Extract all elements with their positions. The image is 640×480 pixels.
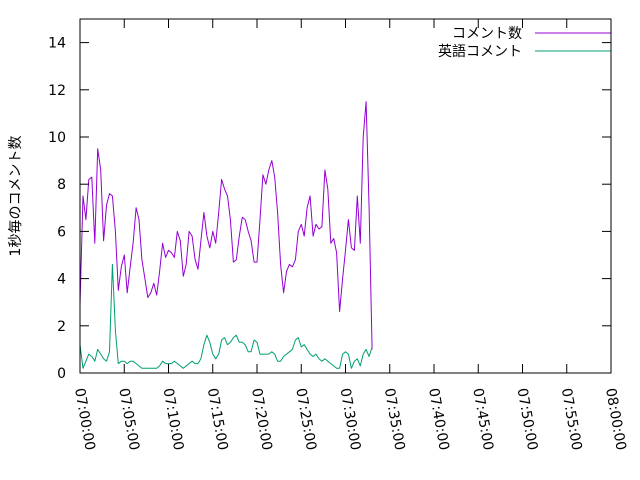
x-tick-label: 08:00:00 (602, 387, 629, 452)
y-tick-label: 8 (57, 177, 66, 193)
x-tick-label: 07:00:00 (71, 387, 98, 452)
x-tick-label: 07:35:00 (381, 387, 408, 452)
y-tick-label: 12 (48, 83, 66, 99)
x-tick-label: 07:10:00 (160, 387, 187, 452)
series-line-2 (79, 263, 373, 369)
axes (79, 18, 612, 374)
x-tick-label: 07:25:00 (292, 387, 319, 452)
x-tick-label: 07:05:00 (115, 387, 142, 452)
x-tick-label: 07:45:00 (469, 387, 496, 452)
y-tick-label: 2 (57, 319, 66, 335)
x-tick-label: 07:50:00 (514, 387, 541, 452)
y-tick-label: 10 (48, 130, 66, 146)
y-axis-label: 1秒毎のコメント数 (8, 136, 24, 257)
x-tick-label: 07:40:00 (425, 387, 452, 452)
series-layer (79, 101, 373, 369)
y-tick-label: 6 (57, 224, 66, 240)
x-tick-label: 07:55:00 (558, 387, 585, 452)
legend-label-2: 英語コメント (438, 43, 522, 60)
x-tick-label: 07:30:00 (337, 387, 364, 452)
x-tick-label: 07:20:00 (248, 387, 275, 452)
y-tick-label: 14 (48, 36, 66, 52)
y-tick-label: 0 (57, 366, 66, 382)
series-line-1 (79, 101, 373, 350)
x-tick-label: 07:15:00 (204, 387, 231, 452)
tick-layer: 0 2 4 6 8 10 12 14 07:00:00 07:05:00 07:10:00 07:15… (48, 19, 629, 452)
plot-frame (79, 18, 612, 374)
y-tick-label: 4 (57, 272, 66, 288)
legend-label-1: コメント数 (452, 26, 522, 42)
